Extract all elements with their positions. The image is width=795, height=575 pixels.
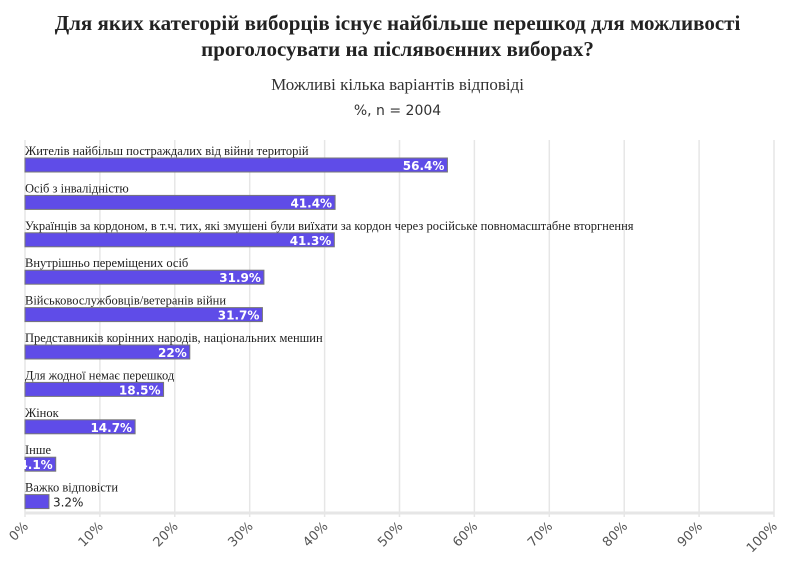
category-label: Військовослужбовців/ветеранів війни [25,294,226,308]
bar [24,194,336,210]
bar [24,157,448,173]
value-label: 18.5% [119,383,161,397]
bar [24,494,50,510]
value-label: 41.3% [290,234,332,248]
bar [24,344,191,360]
x-tick-label: 40% [300,519,331,550]
category-label: Важко відповісти [25,481,118,495]
bar [24,307,263,323]
bar [24,269,265,285]
bar [24,232,335,248]
x-tick-label: 0% [7,519,32,544]
value-label: 22% [158,346,187,360]
bar [24,381,165,397]
value-label: 31.7% [218,309,260,323]
category-label: Українців за кордоном, в т.ч. тих, які з… [25,219,634,233]
category-label: Для жодної немає перешкод [25,368,175,382]
x-tick-label: 50% [375,519,406,550]
category-label: Інше [25,443,51,457]
chart-subtitle: Можливі кілька варіантів відповіді [271,75,524,94]
value-label: 14.7% [90,421,132,435]
chart-title: Для яких категорій виборців існує найбіл… [54,11,741,61]
value-label: 3.2% [53,496,84,510]
x-tick-label: 80% [600,519,631,550]
x-tick-label: 70% [525,519,556,550]
category-label: Осіб з інвалідністю [25,181,129,195]
bar [24,419,136,435]
category-label: Внутрішньо переміщених осіб [25,256,188,270]
value-label: 31.9% [219,271,261,285]
chart-sample-size: %, n = 2004 [353,103,442,119]
bar [24,456,57,472]
category-label: Представників корінних народів, націонал… [25,331,323,345]
x-tick-label: 30% [225,519,256,550]
x-tick-label: 90% [675,519,706,550]
category-label: Жителів найбільш постраждалих від війни … [25,144,309,158]
x-tick-label: 20% [151,519,182,550]
value-label: 56.4% [403,159,445,173]
value-label: 41.4% [290,196,332,210]
x-tick-label: 100% [744,519,781,556]
value-label: 4.1% [19,458,52,472]
category-label: Жінок [25,406,60,420]
x-tick-label: 60% [450,519,481,550]
x-tick-label: 10% [76,519,107,550]
